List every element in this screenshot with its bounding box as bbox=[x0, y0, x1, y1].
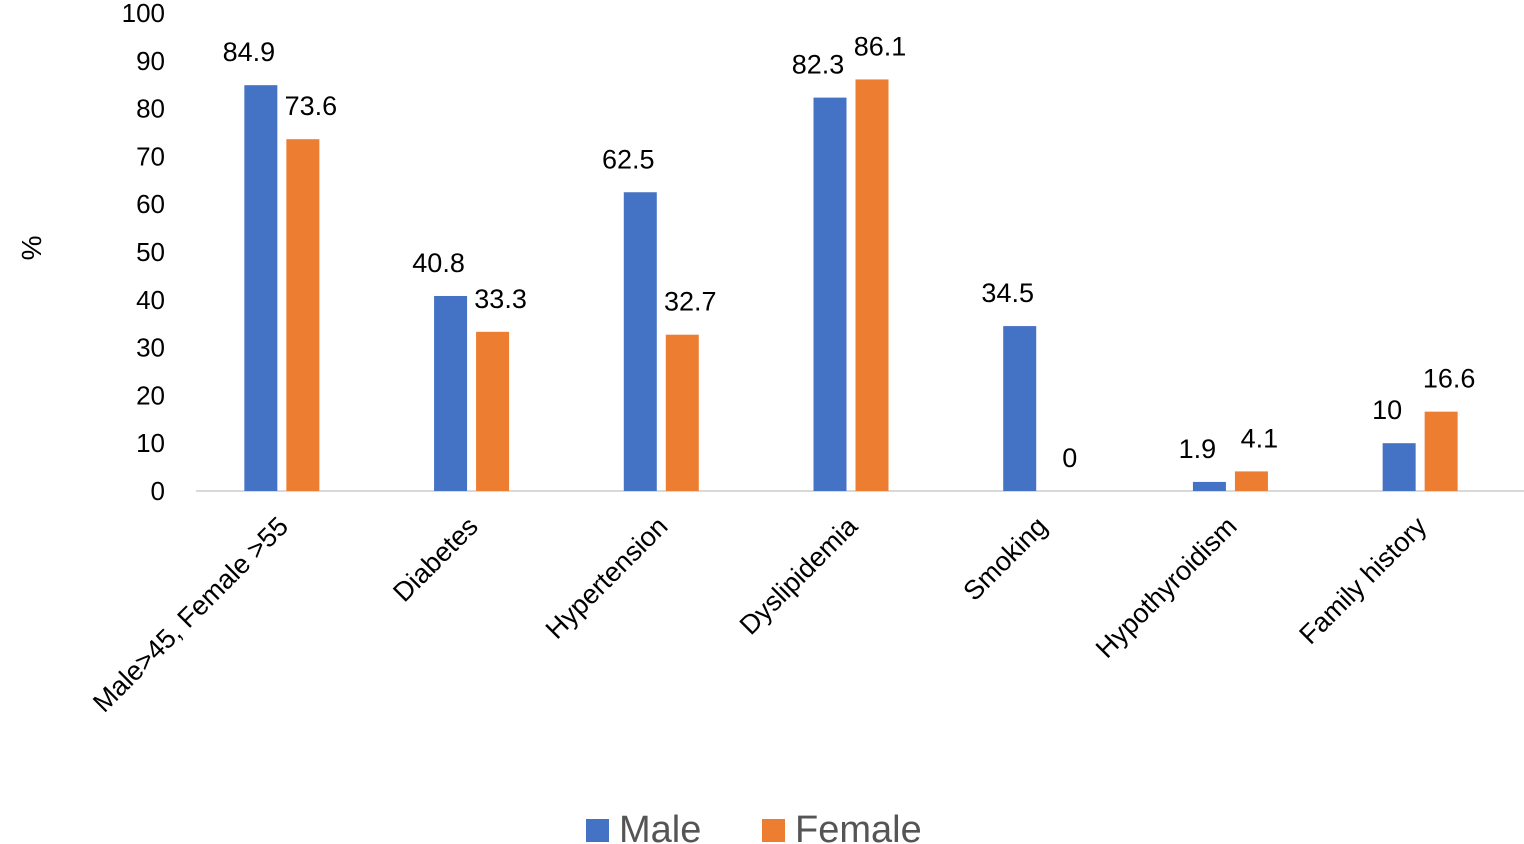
y-tick-label: 90 bbox=[136, 46, 165, 76]
y-tick-label: 80 bbox=[136, 94, 165, 124]
data-label-male-5: 1.9 bbox=[1179, 434, 1217, 464]
y-tick-label: 20 bbox=[136, 380, 165, 410]
data-label-male-4: 34.5 bbox=[981, 278, 1034, 308]
category-label: Hypothyroidism bbox=[1090, 511, 1243, 664]
data-label-female-2: 32.7 bbox=[664, 287, 717, 317]
data-label-female-5: 4.1 bbox=[1241, 423, 1279, 453]
bar-male-2 bbox=[623, 192, 657, 491]
legend-swatch-female bbox=[762, 819, 785, 842]
bar-female-5 bbox=[1234, 471, 1268, 491]
data-labels: 84.9 73.6 40.8 33.3 62.5 32.7 82.3 86.1 34.5 0 1.9… bbox=[223, 31, 1476, 473]
category-label: Male>45, Female >55 bbox=[87, 511, 294, 718]
y-tick-label: 0 bbox=[151, 476, 165, 506]
y-axis: 0 10 20 30 40 50 60 70 80 90 100 bbox=[122, 0, 165, 506]
bar-male-0 bbox=[244, 85, 278, 491]
y-tick-label: 70 bbox=[136, 141, 165, 171]
legend-swatch-male bbox=[586, 819, 609, 842]
y-tick-label: 40 bbox=[136, 285, 165, 315]
category-label: Diabetes bbox=[387, 511, 484, 608]
data-label-female-0: 73.6 bbox=[285, 91, 338, 121]
bar-male-6 bbox=[1382, 443, 1416, 491]
data-label-female-4: 0 bbox=[1062, 443, 1077, 473]
bar-male-1 bbox=[434, 295, 468, 491]
y-tick-label: 50 bbox=[136, 237, 165, 267]
bar-female-6 bbox=[1424, 411, 1458, 491]
data-label-female-1: 33.3 bbox=[474, 284, 527, 314]
category-labels: Male>45, Female >55 Diabetes Hypertension D… bbox=[87, 510, 1433, 718]
data-label-female-6: 16.6 bbox=[1423, 364, 1476, 394]
category-label: Family history bbox=[1293, 511, 1432, 650]
category-label: Smoking bbox=[957, 511, 1052, 606]
data-label-male-2: 62.5 bbox=[602, 144, 655, 174]
legend-label-female: Female bbox=[795, 809, 922, 844]
data-label-male-6: 10 bbox=[1372, 395, 1402, 425]
bars bbox=[244, 79, 1458, 491]
category-label: Hypertension bbox=[540, 511, 674, 645]
data-label-male-3: 82.3 bbox=[792, 50, 845, 80]
bar-male-4 bbox=[1003, 326, 1037, 491]
y-tick-label: 10 bbox=[136, 428, 165, 458]
data-label-male-0: 84.9 bbox=[223, 37, 276, 67]
bar-male-3 bbox=[813, 97, 847, 491]
y-tick-label: 30 bbox=[136, 333, 165, 363]
y-axis-label: % bbox=[16, 236, 47, 261]
data-label-male-1: 40.8 bbox=[412, 248, 465, 278]
bar-male-5 bbox=[1192, 481, 1226, 491]
y-tick-label: 100 bbox=[122, 0, 165, 28]
bar-female-1 bbox=[476, 331, 510, 491]
category-label: Dyslipidemia bbox=[734, 510, 864, 640]
bar-female-3 bbox=[855, 79, 889, 491]
bar-female-2 bbox=[665, 334, 699, 491]
y-tick-label: 60 bbox=[136, 189, 165, 219]
data-label-female-3: 86.1 bbox=[854, 31, 907, 61]
legend-label-male: Male bbox=[619, 809, 701, 844]
legend: Male Female bbox=[586, 809, 922, 844]
bar-female-0 bbox=[286, 139, 320, 491]
